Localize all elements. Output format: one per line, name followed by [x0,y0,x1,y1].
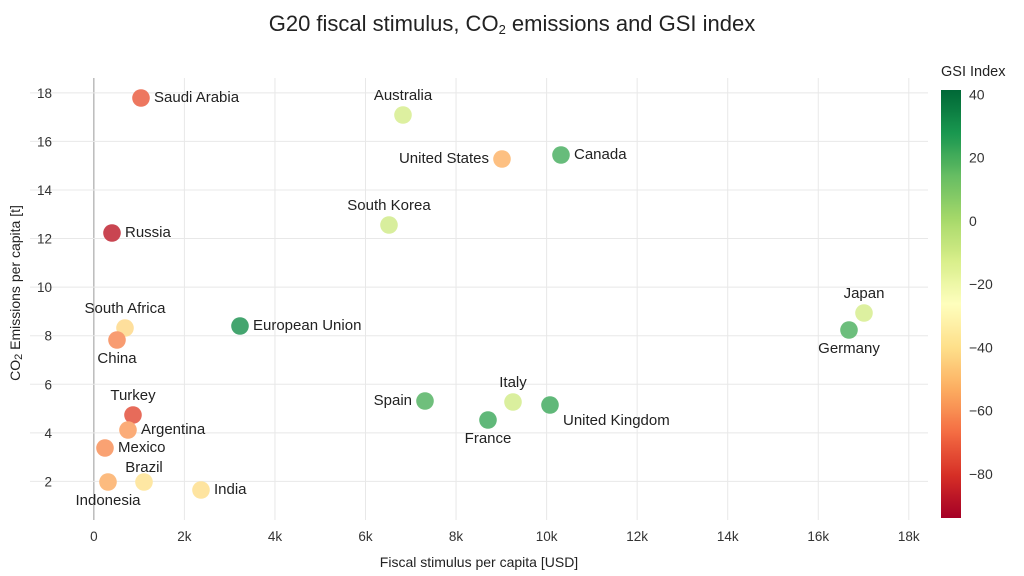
svg-text:12k: 12k [626,529,648,544]
svg-text:Brazil: Brazil [125,459,163,476]
svg-text:4: 4 [44,426,52,441]
svg-text:Indonesia: Indonesia [75,492,141,509]
svg-text:18k: 18k [898,529,920,544]
svg-text:−60: −60 [969,403,993,419]
svg-text:18: 18 [37,86,52,101]
svg-text:6k: 6k [358,529,373,544]
svg-text:Turkey: Turkey [110,387,156,404]
svg-text:12: 12 [37,232,52,247]
svg-text:10: 10 [37,280,52,295]
svg-text:Japan: Japan [844,285,885,302]
svg-text:16k: 16k [807,529,829,544]
svg-text:United Kingdom: United Kingdom [563,412,670,429]
svg-text:United States: United States [399,150,489,167]
svg-text:0: 0 [90,529,98,544]
svg-text:Germany: Germany [818,340,880,357]
svg-text:GSI Index: GSI Index [941,64,1006,80]
svg-text:14: 14 [37,183,53,198]
svg-text:South Africa: South Africa [85,300,167,317]
svg-text:4k: 4k [268,529,283,544]
svg-text:2: 2 [44,474,52,489]
svg-text:India: India [214,481,247,498]
svg-text:6: 6 [44,377,52,392]
svg-text:Mexico: Mexico [118,439,166,456]
svg-text:2k: 2k [177,529,192,544]
svg-text:China: China [97,350,137,367]
svg-text:8k: 8k [449,529,464,544]
svg-text:16: 16 [37,134,52,149]
svg-text:Argentina: Argentina [141,421,206,438]
svg-text:−80: −80 [969,466,993,482]
svg-text:0: 0 [969,213,977,229]
svg-text:European Union: European Union [253,317,361,334]
svg-text:−40: −40 [969,339,993,355]
svg-text:Italy: Italy [499,374,527,391]
svg-text:Spain: Spain [374,392,412,409]
svg-text:South Korea: South Korea [347,197,431,214]
svg-text:10k: 10k [536,529,558,544]
svg-text:20: 20 [969,150,985,166]
svg-text:Russia: Russia [125,224,172,241]
svg-text:8: 8 [44,329,52,344]
svg-text:Canada: Canada [574,146,627,163]
svg-text:Saudi Arabia: Saudi Arabia [154,89,240,106]
svg-text:France: France [465,430,512,447]
svg-text:Australia: Australia [374,87,433,104]
svg-text:40: 40 [969,86,985,102]
svg-text:−20: −20 [969,276,993,292]
svg-text:14k: 14k [717,529,739,544]
